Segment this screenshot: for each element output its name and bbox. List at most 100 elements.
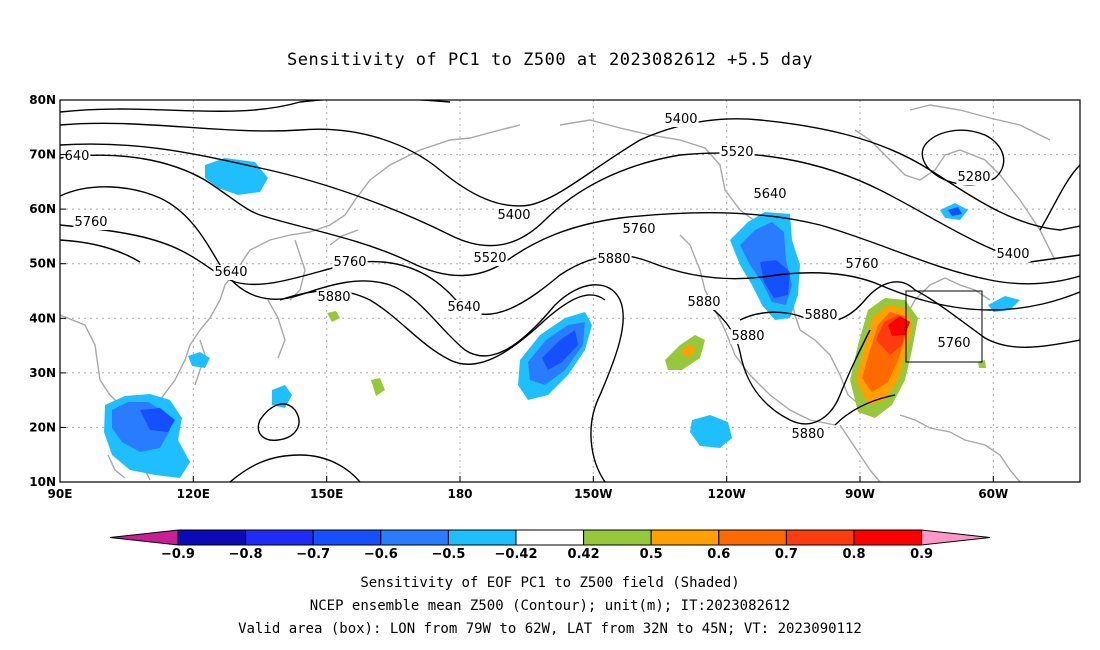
colorbar-swatch bbox=[718, 529, 787, 546]
contour-label-bg bbox=[213, 265, 249, 280]
contour-label-bg bbox=[790, 427, 826, 442]
contour-label: 5760 bbox=[937, 336, 970, 351]
shade-blob bbox=[680, 344, 696, 358]
lon-tick-label: 150W bbox=[574, 487, 612, 501]
footer-line-2: NCEP ensemble mean Z500 (Contour); unit(… bbox=[309, 598, 791, 614]
valid-area-box bbox=[905, 290, 983, 363]
colorbar bbox=[109, 529, 991, 546]
shade-blob bbox=[140, 408, 175, 432]
contour-label: 5880 bbox=[317, 290, 350, 305]
colorbar-low-extend bbox=[109, 529, 179, 546]
contour-label-bg bbox=[316, 290, 352, 305]
contour-label: 5640 bbox=[214, 265, 247, 280]
lon-tick-label: 120W bbox=[708, 487, 746, 501]
lat-tick-label: 40N bbox=[29, 311, 56, 325]
lon-tick-label: 180 bbox=[447, 487, 472, 501]
lat-tick-label: 10N bbox=[29, 475, 56, 489]
shade-blob bbox=[542, 330, 578, 370]
colorbar-label: 0.9 bbox=[910, 547, 933, 562]
map-title: Sensitivity of PC1 to Z500 at 2023082612… bbox=[286, 50, 813, 70]
tick-marks bbox=[60, 99, 994, 482]
contour-label-bg bbox=[332, 255, 368, 270]
shade-blob bbox=[188, 352, 210, 368]
colorbar-swatch bbox=[312, 529, 382, 546]
contour-label: 5400 bbox=[664, 112, 697, 127]
lon-tick-label: 90E bbox=[48, 487, 73, 501]
contour-label-bg bbox=[730, 329, 766, 344]
contour-label: 5880 bbox=[731, 329, 764, 344]
colorbar-swatch bbox=[515, 529, 585, 546]
colorbar-label: 0.5 bbox=[640, 547, 663, 562]
contour-label: 5640 bbox=[447, 300, 480, 315]
colorbar-label: 0.8 bbox=[842, 547, 865, 562]
shade-blob bbox=[371, 378, 385, 396]
colorbar-label: −0.7 bbox=[296, 547, 330, 562]
colorbar-label: −0.5 bbox=[431, 547, 465, 562]
contour-label-bg bbox=[719, 145, 755, 160]
lat-tick-label: 30N bbox=[29, 366, 56, 380]
shade-blob bbox=[327, 311, 340, 322]
contour-label: 5760 bbox=[74, 215, 107, 230]
contour-label: 5280 bbox=[957, 170, 990, 185]
contour-label: 5640 bbox=[753, 187, 786, 202]
contour-label-bg bbox=[844, 257, 880, 272]
contour-label-bg bbox=[995, 247, 1031, 262]
colorbar-high-extend bbox=[921, 529, 991, 546]
contour-label: 5880 bbox=[804, 308, 837, 323]
colorbar-label: −0.42 bbox=[495, 547, 538, 562]
contour-label-bg bbox=[936, 336, 972, 351]
lon-tick-label: 120E bbox=[177, 487, 210, 501]
shade-blob bbox=[948, 207, 962, 216]
lon-tick-label: 90W bbox=[845, 487, 875, 501]
lon-tick-label: 150E bbox=[310, 487, 343, 501]
plot-frame bbox=[59, 99, 1081, 483]
shade-blob bbox=[888, 316, 910, 336]
shade-blob bbox=[690, 415, 732, 448]
contour-label-bg bbox=[73, 215, 109, 230]
colorbar-label: −0.8 bbox=[229, 547, 263, 562]
contour-label: 5400 bbox=[996, 247, 1029, 262]
contour-label: 5760 bbox=[622, 222, 655, 237]
colorbar-label: −0.9 bbox=[161, 547, 195, 562]
contour-label-bg bbox=[472, 251, 508, 266]
contour-label-bg bbox=[63, 149, 91, 164]
contour-label-bg bbox=[496, 208, 532, 223]
colorbar-label: 0.42 bbox=[568, 547, 600, 562]
contour-label: 5760 bbox=[845, 257, 878, 272]
contour-label: 5520 bbox=[473, 251, 506, 266]
lat-tick-label: 80N bbox=[29, 93, 56, 107]
lon-tick-label: 60W bbox=[978, 487, 1008, 501]
shade-blob bbox=[760, 260, 790, 298]
lat-lon-grid bbox=[60, 100, 1080, 482]
contour-label-bg bbox=[803, 308, 839, 323]
contour-label: 5880 bbox=[597, 252, 630, 267]
contour-label: 5400 bbox=[497, 208, 530, 223]
contour-label-bg bbox=[663, 112, 699, 127]
contour-label-bg bbox=[621, 222, 657, 237]
lat-tick-label: 50N bbox=[29, 257, 56, 271]
contour-label-bg bbox=[446, 300, 482, 315]
z500-contours bbox=[60, 100, 1080, 482]
colorbar-swatch bbox=[785, 529, 855, 546]
contour-label: 5520 bbox=[720, 145, 753, 160]
colorbar-swatch bbox=[447, 529, 517, 546]
contour-label-bg bbox=[596, 252, 632, 267]
contour-label-bg bbox=[686, 295, 722, 310]
contour-label-bg bbox=[956, 170, 992, 185]
shade-blob bbox=[272, 385, 292, 408]
footer-line-3: Valid area (box): LON from 79W to 62W, L… bbox=[238, 621, 862, 637]
contour-label: 640 bbox=[65, 149, 90, 164]
colorbar-label: 0.7 bbox=[775, 547, 798, 562]
shade-blob bbox=[988, 296, 1020, 312]
shade-blob bbox=[205, 158, 268, 195]
colorbar-swatch bbox=[853, 529, 923, 546]
lat-tick-label: 60N bbox=[29, 202, 56, 216]
contour-label: 5880 bbox=[687, 295, 720, 310]
contour-label: 5880 bbox=[791, 427, 824, 442]
contour-label-bg bbox=[752, 187, 788, 202]
colorbar-swatch bbox=[380, 529, 449, 546]
lat-tick-label: 70N bbox=[29, 148, 56, 162]
colorbar-label: −0.6 bbox=[364, 547, 398, 562]
contour-label: 5760 bbox=[333, 255, 366, 270]
